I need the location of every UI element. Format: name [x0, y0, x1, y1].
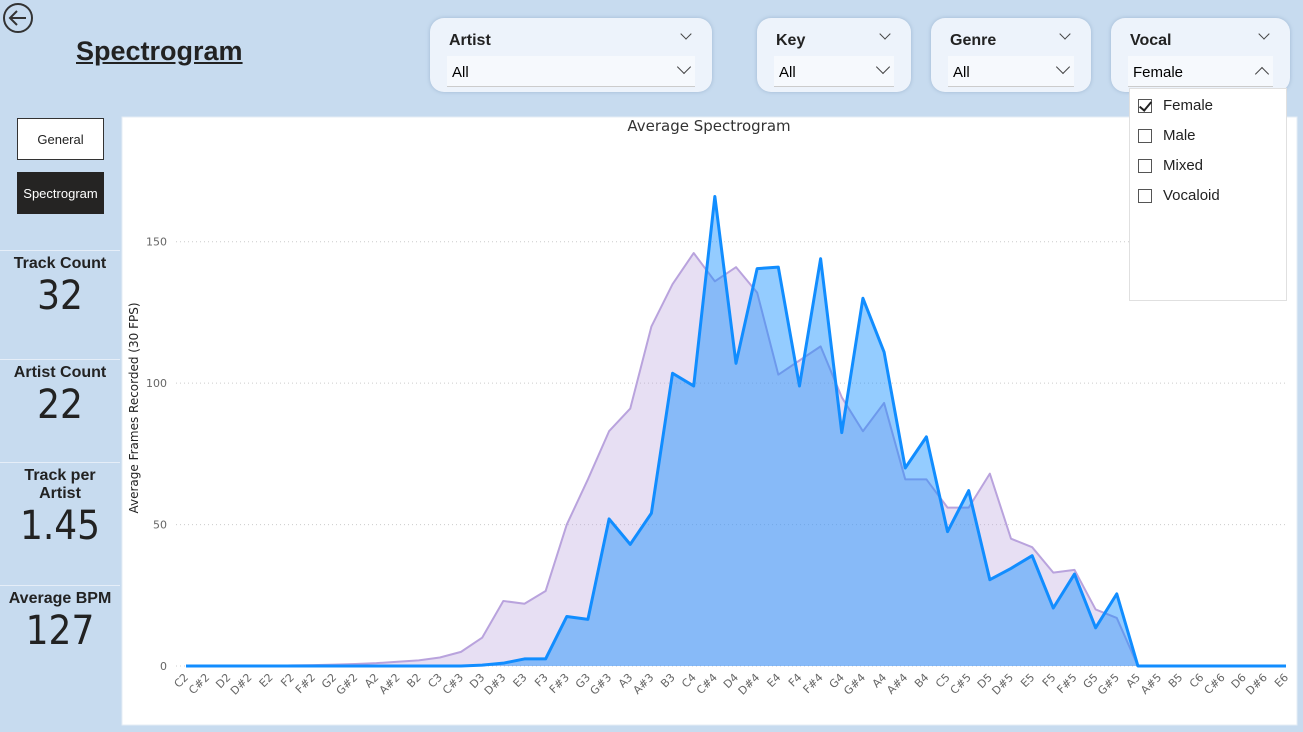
kpi-card: Artist Count 22 [0, 359, 120, 463]
area-line [186, 194, 1286, 668]
option-label: Vocaloid [1163, 187, 1220, 204]
chevron [879, 28, 891, 40]
card-value: 1.45 [19, 503, 101, 549]
nav-button[interactable]: Spectrogram [17, 172, 104, 214]
y-tick-label: 150 [146, 236, 167, 249]
chevron [1059, 28, 1071, 40]
card-value: 22 [37, 382, 83, 428]
checkmark [1138, 97, 1153, 112]
chevron [1258, 28, 1270, 40]
dropdown-option[interactable]: Female [1138, 97, 1213, 114]
slicer-value[interactable]: All [948, 56, 1074, 87]
slicer-selection: All [953, 64, 970, 81]
slicer-value[interactable]: All [774, 56, 894, 87]
card-label: Track Count [13, 255, 107, 272]
nav-button[interactable]: General [17, 118, 104, 160]
y-axis-label: Average Frames Recorded (30 FPS) [127, 302, 141, 513]
checkbox [1138, 158, 1152, 173]
dropdown: Female Male Mixed Vocaloid [1129, 88, 1287, 301]
slicer-selection: All [452, 64, 469, 81]
y-tick-label: 50 [153, 519, 167, 532]
slicer: Genre All [931, 18, 1091, 92]
back-button[interactable] [0, 0, 40, 40]
chevron [875, 59, 891, 75]
checkbox [1138, 97, 1153, 113]
option-label: Mixed [1163, 157, 1204, 174]
chevron [1055, 59, 1071, 75]
page-title: Spectrogram [76, 36, 243, 66]
option-label: Male [1163, 127, 1196, 144]
checkbox [1138, 128, 1152, 143]
y-tick-label: 100 [146, 377, 167, 390]
slicer-selection: All [779, 64, 796, 81]
slicer-label: Vocal [1130, 32, 1172, 49]
chart-panel [121, 116, 1298, 726]
card-value: 127 [25, 608, 95, 654]
dropdown-option[interactable]: Male [1138, 127, 1196, 144]
chart-title: Average Spectrogram [627, 117, 790, 135]
kpi-card: Track Count 32 [0, 250, 120, 359]
chevron [1254, 66, 1270, 82]
option-label: Female [1163, 97, 1214, 114]
checkbox [1138, 188, 1152, 203]
chevron [676, 59, 692, 75]
y-tick-label: 0 [160, 660, 167, 673]
slicer: Vocal Female [1111, 18, 1290, 92]
card-value: 32 [37, 273, 83, 319]
slicer-selection: Female [1133, 64, 1184, 81]
slicer: Artist All [430, 18, 712, 92]
chevron [680, 28, 692, 40]
slicer: Key All [757, 18, 911, 92]
area-line [186, 252, 1286, 667]
dropdown-option[interactable]: Vocaloid [1138, 187, 1220, 204]
slicer-label: Artist [449, 32, 491, 49]
kpi-card: Track per Artist 1.45 [0, 462, 120, 586]
area-fill [186, 253, 1286, 666]
card-label: Artist Count [13, 364, 107, 381]
card-label: Average BPM [8, 590, 112, 607]
card-label: Track per Artist [24, 467, 96, 502]
dropdown-option[interactable]: Mixed [1138, 157, 1203, 174]
slicer-value[interactable]: Female [1128, 56, 1273, 87]
slicer-label: Genre [950, 32, 997, 49]
slicer-value[interactable]: All [447, 56, 695, 87]
kpi-card: Average BPM 127 [0, 585, 120, 696]
area-fill [186, 196, 1286, 666]
slicer-label: Key [776, 32, 806, 49]
